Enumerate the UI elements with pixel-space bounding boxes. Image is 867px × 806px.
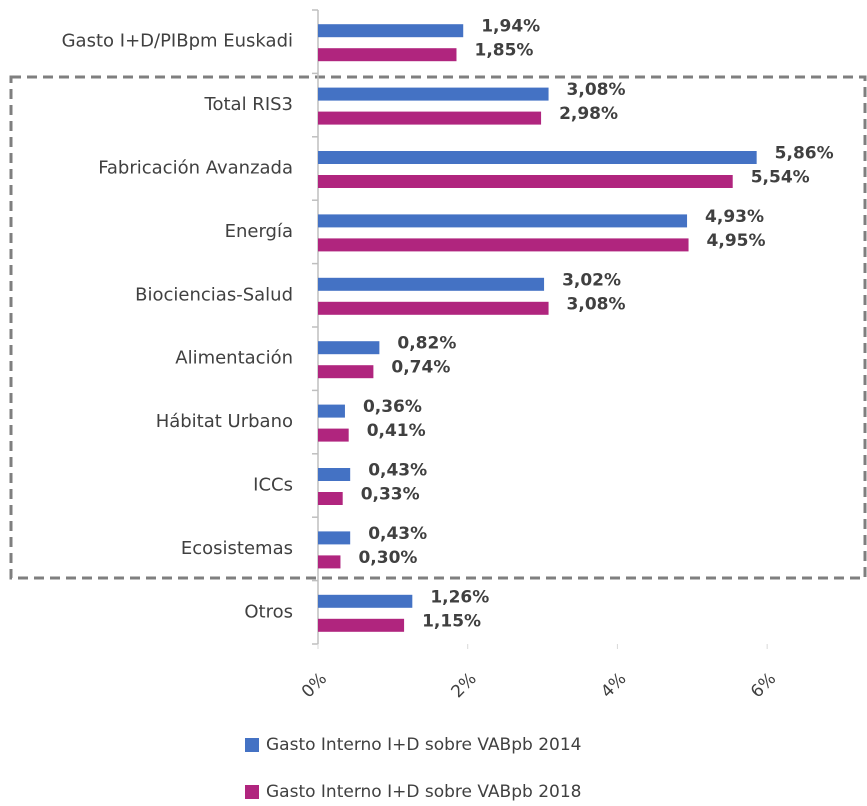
value-label: 0,36%	[363, 397, 422, 417]
value-label: 5,86%	[775, 144, 834, 164]
bar	[318, 48, 457, 62]
category-label: Alimentación	[175, 348, 293, 369]
value-label: 3,02%	[562, 270, 621, 290]
bar	[318, 214, 688, 228]
value-label: 3,08%	[567, 294, 626, 314]
value-label: 4,95%	[707, 231, 766, 251]
bar	[318, 277, 545, 291]
category-label: Otros	[244, 601, 293, 622]
category-label: Biociencias-Salud	[135, 284, 293, 305]
category-label: ICCs	[253, 475, 293, 496]
value-label: 2,98%	[559, 104, 618, 124]
legend-swatch	[245, 785, 259, 799]
category-label: Gasto I+D/PIBpm Euskadi	[62, 31, 293, 52]
category-label: Energía	[225, 221, 293, 242]
bar	[318, 175, 733, 188]
bar	[318, 492, 343, 505]
category-label: Hábitat Urbano	[156, 411, 293, 432]
value-label: 0,41%	[367, 421, 426, 441]
bar	[318, 24, 464, 38]
bar	[318, 618, 405, 632]
value-label: 0,33%	[361, 485, 420, 505]
bar	[318, 301, 549, 315]
value-label: 1,85%	[474, 41, 533, 61]
value-label: 0,82%	[397, 334, 456, 354]
bar	[318, 404, 345, 418]
category-label: Ecosistemas	[181, 538, 293, 559]
legend-swatch	[245, 738, 259, 752]
bar	[318, 151, 757, 164]
bar	[318, 238, 689, 252]
bar	[318, 111, 542, 125]
value-label: 3,08%	[567, 80, 626, 100]
bar	[318, 531, 351, 545]
bar	[318, 468, 351, 481]
value-label: 0,30%	[358, 548, 417, 568]
value-label: 5,54%	[751, 168, 810, 188]
bar	[318, 341, 380, 355]
value-label: 1,94%	[481, 17, 540, 37]
x-tick-label: 4%	[597, 669, 630, 702]
value-label: 0,43%	[368, 524, 427, 544]
legend-label: Gasto Interno I+D sobre VABpb 2014	[266, 735, 581, 755]
legend-label: Gasto Interno I+D sobre VABpb 2018	[266, 782, 581, 802]
value-label: 0,74%	[391, 358, 450, 378]
value-label: 4,93%	[705, 207, 764, 227]
bar	[318, 365, 374, 379]
category-label: Total RIS3	[204, 94, 293, 115]
x-tick-label: 0%	[298, 669, 331, 702]
bar	[318, 87, 549, 101]
category-label: Fabricación Avanzada	[98, 158, 293, 179]
bar	[318, 594, 413, 608]
value-label: 1,26%	[430, 587, 489, 607]
value-label: 1,15%	[422, 611, 481, 631]
bar	[318, 555, 341, 569]
x-tick-label: 6%	[747, 669, 780, 702]
value-label: 0,43%	[368, 461, 427, 481]
bar	[318, 428, 349, 442]
highlight-box	[9, 75, 867, 580]
x-tick-label: 2%	[448, 669, 481, 702]
